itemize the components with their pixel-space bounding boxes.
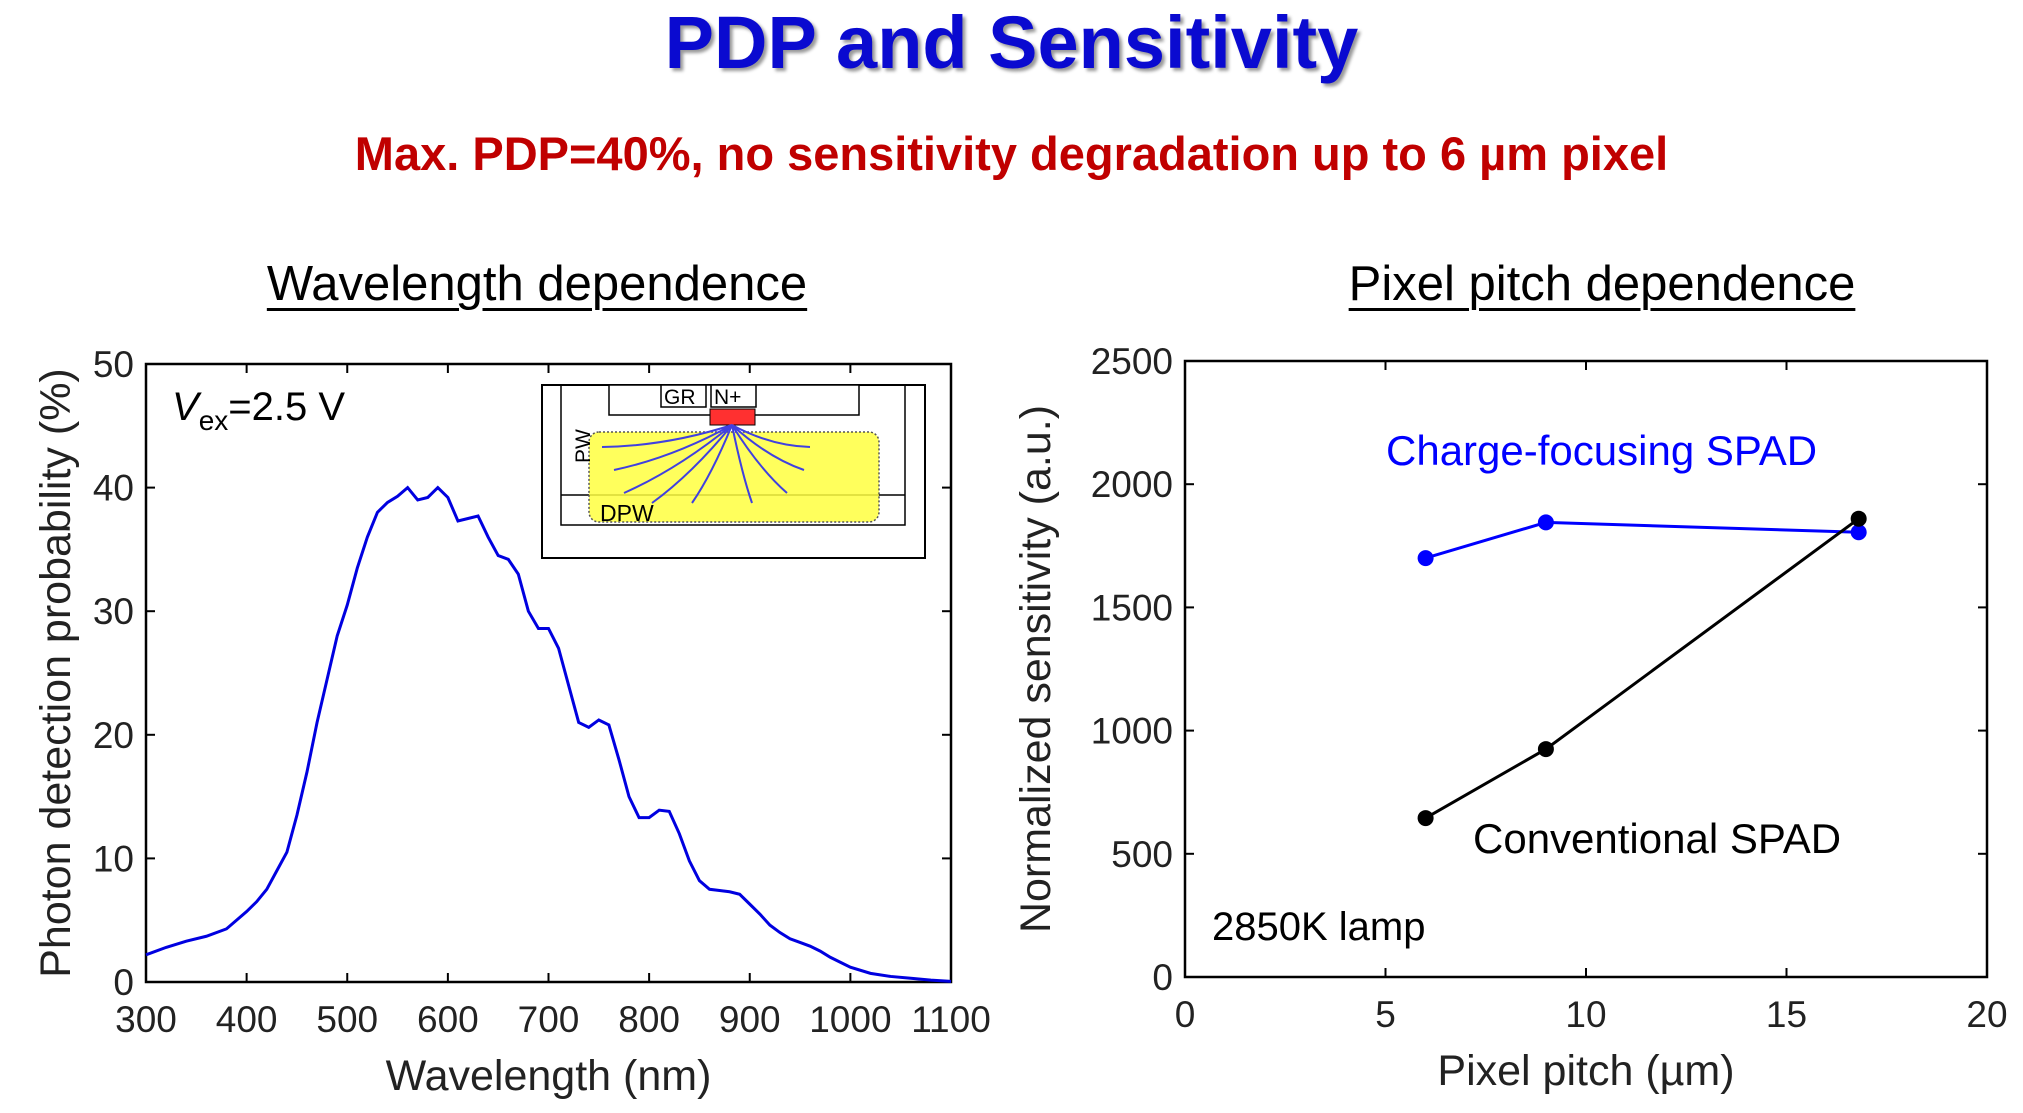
spad-cross-section-inset: GR N+ PW DPW (541, 384, 926, 559)
wavelength-y-axis-label: Photon detection probability (%) (32, 368, 80, 978)
wavelength-x-tick-label: 300 (115, 999, 177, 1040)
pitch-y-tick-label: 2000 (1091, 464, 1173, 505)
pitch-y-tick-label: 500 (1111, 834, 1173, 875)
inset-gr-label: GR (664, 386, 696, 409)
page-title: PDP and Sensitivity (664, 1, 1359, 84)
wavelength-y-tick-label: 10 (93, 838, 134, 879)
inset-field-line (731, 424, 811, 448)
wavelength-y-tick-label: 50 (93, 344, 134, 385)
wavelength-x-tick-label: 900 (719, 999, 781, 1040)
conventional-data-point (1850, 510, 1867, 527)
wavelength-x-tick-label: 500 (316, 999, 378, 1040)
charge-focusing-series-label: Charge-focusing SPAD (1386, 427, 1817, 474)
inset-field-line (691, 424, 733, 504)
wavelength-x-axis-label: Wavelength (nm) (386, 1052, 712, 1100)
wavelength-y-tick-label: 0 (113, 962, 134, 1003)
right-chart-title: Pixel pitch dependence (1348, 257, 1856, 311)
page-subtitle: Max. PDP=40%, no sensitivity degradation… (354, 127, 1669, 180)
pitch-x-tick-label: 5 (1375, 994, 1396, 1035)
conventional-series-label: Conventional SPAD (1473, 815, 1841, 862)
pitch-y-axis-label: Normalized sensitivity (a.u.) (1012, 405, 1060, 933)
inset-field-line (731, 424, 788, 494)
wavelength-x-tick-label: 1100 (911, 999, 991, 1040)
inset-n-box (710, 384, 757, 408)
left-chart-title: Wavelength dependence (266, 257, 808, 311)
conventional-series-line (1424, 517, 1860, 820)
charge-focusing-data-point (1850, 524, 1867, 541)
pitch-x-tick-label: 15 (1766, 994, 1807, 1035)
vex-annotation: Vex=2.5 V (172, 385, 345, 436)
wavelength-x-tick-label: 800 (618, 999, 680, 1040)
inset-depletion-region (588, 431, 880, 523)
wavelength-x-tick-label: 700 (518, 999, 580, 1040)
pitch-y-tick-label: 1500 (1091, 587, 1173, 628)
inset-pw-label: PW (572, 429, 595, 463)
inset-field-line (731, 424, 753, 504)
pitch-x-axis-label: Pixel pitch (µm) (1437, 1047, 1734, 1095)
conventional-data-point (1417, 810, 1434, 827)
wavelength-x-tick-label: 600 (417, 999, 479, 1040)
pitch-y-tick-label: 2500 (1091, 341, 1173, 382)
inset-field-line (613, 424, 733, 471)
lamp-annotation: 2850K lamp (1212, 905, 1425, 949)
pitch-x-tick-label: 10 (1565, 994, 1606, 1035)
conventional-data-point (1537, 741, 1554, 758)
wavelength-y-tick-label: 40 (93, 468, 134, 509)
inset-n-label: N+ (714, 386, 741, 409)
inset-n-contact (709, 408, 756, 426)
wavelength-y-tick-label: 20 (93, 715, 134, 756)
inset-field-line (651, 424, 733, 504)
inset-field-line (731, 424, 805, 471)
wavelength-x-tick-label: 1000 (809, 999, 891, 1040)
charge-focusing-data-point (1537, 514, 1554, 531)
wavelength-x-tick-label: 400 (216, 999, 278, 1040)
pitch-x-tick-label: 0 (1175, 994, 1196, 1035)
inset-gr-box (660, 384, 707, 408)
inset-field-line (601, 424, 733, 448)
pitch-x-tick-label: 20 (1966, 994, 2007, 1035)
charge-focusing-series-line (1425, 520, 1859, 560)
pitch-y-tick-label: 1000 (1091, 711, 1173, 752)
charge-focusing-data-point (1417, 550, 1434, 567)
inset-field-line (623, 424, 733, 494)
wavelength-y-tick-label: 30 (93, 591, 134, 632)
inset-dpw-label: DPW (600, 500, 654, 526)
pdp-curve (145, 485, 952, 983)
pitch-y-tick-label: 0 (1152, 957, 1173, 998)
